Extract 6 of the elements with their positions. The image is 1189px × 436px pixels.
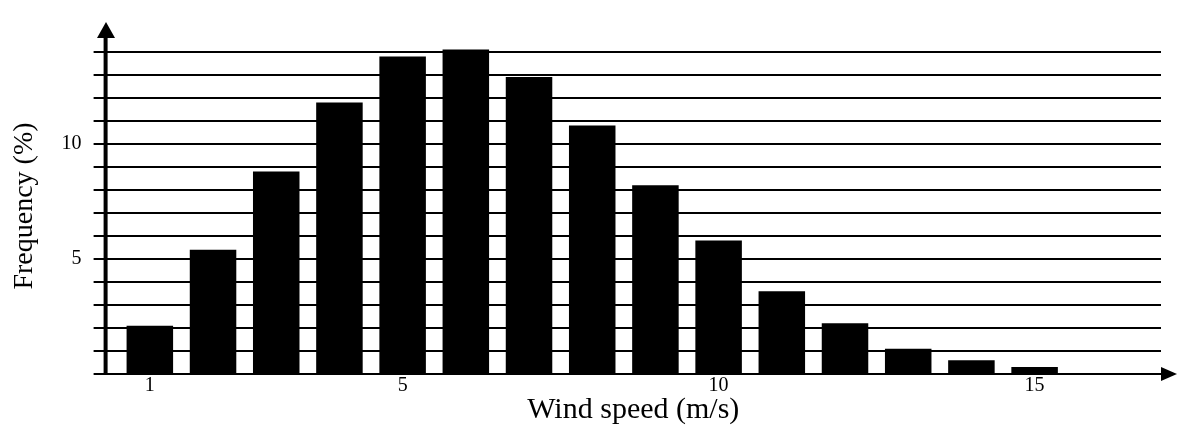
x-tick-label: 15 [1024, 373, 1045, 396]
y-axis-title: Frequency (%) [7, 122, 39, 290]
bar [948, 360, 995, 373]
x-tick-label: 5 [397, 373, 408, 396]
x-tick-label: 1 [144, 373, 155, 396]
bar [1011, 367, 1058, 373]
